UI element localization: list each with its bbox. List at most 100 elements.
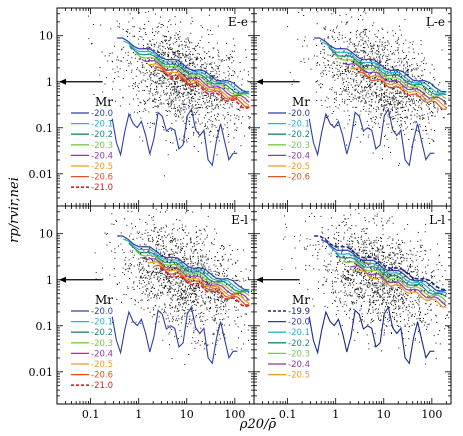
scatter-point <box>392 30 394 32</box>
scatter-point <box>168 277 170 279</box>
scatter-point <box>336 231 338 233</box>
scatter-point <box>218 300 219 301</box>
scatter-point <box>91 43 93 45</box>
scatter-point <box>198 287 200 289</box>
scatter-point <box>384 145 386 147</box>
scatter-point <box>195 90 197 92</box>
scatter-point <box>194 250 196 252</box>
scatter-point <box>152 28 153 30</box>
scatter-point <box>147 43 149 45</box>
scatter-point <box>185 267 186 269</box>
scatter-point <box>225 102 227 104</box>
scatter-point <box>176 80 178 82</box>
scatter-point <box>159 45 161 47</box>
scatter-point <box>324 58 326 59</box>
scatter-point <box>131 48 133 50</box>
scatter-point <box>199 107 201 109</box>
scatter-point <box>199 344 201 346</box>
scatter-point <box>190 292 192 294</box>
scatter-point <box>191 70 193 71</box>
scatter-point <box>157 232 159 233</box>
scatter-point <box>355 73 357 75</box>
scatter-point <box>204 126 206 127</box>
scatter-point <box>419 118 421 120</box>
scatter-point <box>407 68 409 70</box>
scatter-point <box>422 74 424 76</box>
scatter-point <box>165 284 167 286</box>
scatter-point <box>403 299 405 301</box>
scatter-point <box>198 340 200 342</box>
scatter-point <box>200 233 202 235</box>
scatter-point <box>420 244 422 246</box>
scatter-point <box>182 278 183 280</box>
scatter-point <box>215 118 216 120</box>
scatter-point <box>136 112 138 114</box>
scatter-point <box>237 249 239 250</box>
scatter-point <box>344 90 346 92</box>
scatter-point <box>144 293 146 295</box>
scatter-point <box>347 66 349 68</box>
scatter-point <box>405 80 407 82</box>
scatter-point <box>156 42 158 44</box>
scatter-point <box>245 49 247 51</box>
scatter-point <box>189 255 191 257</box>
scatter-point <box>201 59 203 61</box>
scatter-point <box>395 265 397 267</box>
scatter-point <box>437 90 439 92</box>
scatter-point <box>361 297 363 298</box>
scatter-point <box>341 221 343 223</box>
scatter-point <box>393 97 395 99</box>
scatter-point <box>395 242 397 244</box>
scatter-point <box>167 278 169 280</box>
scatter-point <box>174 62 176 64</box>
scatter-point <box>192 252 194 254</box>
scatter-point <box>164 72 165 74</box>
scatter-point <box>132 35 134 37</box>
scatter-point <box>418 330 419 332</box>
scatter-point <box>125 257 127 259</box>
scatter-point <box>146 272 148 274</box>
scatter-point <box>155 99 157 101</box>
scatter-point <box>183 88 185 90</box>
scatter-point <box>208 51 210 52</box>
scatter-point <box>353 64 355 66</box>
scatter-point <box>148 271 150 273</box>
scatter-point <box>321 43 323 45</box>
scatter-point <box>167 131 169 132</box>
scatter-point <box>172 317 174 319</box>
scatter-point <box>171 107 173 109</box>
scatter-point <box>175 77 177 79</box>
scatter-point <box>370 45 372 47</box>
scatter-point <box>154 101 156 103</box>
scatter-point <box>193 280 195 282</box>
scatter-point <box>410 70 412 72</box>
scatter-point <box>204 343 206 345</box>
scatter-point <box>149 252 151 254</box>
scatter-point <box>402 130 404 132</box>
scatter-point <box>341 65 343 67</box>
scatter-point <box>200 259 202 261</box>
series-line <box>111 305 238 365</box>
scatter-point <box>407 74 409 76</box>
scatter-point <box>147 271 149 272</box>
scatter-point <box>383 97 385 98</box>
scatter-point <box>248 292 250 294</box>
scatter-point <box>185 54 187 56</box>
scatter-point <box>122 29 124 30</box>
scatter-point <box>109 53 111 54</box>
scatter-point <box>365 42 367 44</box>
scatter-point <box>154 287 155 289</box>
scatter-point <box>195 285 197 287</box>
scatter-point <box>160 77 161 79</box>
scatter-point <box>175 245 177 247</box>
scatter-point <box>245 279 247 281</box>
scatter-point <box>169 331 171 333</box>
scatter-point <box>184 53 186 55</box>
scatter-point <box>232 102 234 104</box>
scatter-point <box>198 120 199 122</box>
scatter-point <box>334 102 335 104</box>
scatter-point <box>216 115 218 117</box>
scatter-point <box>151 273 153 274</box>
scatter-point <box>106 244 108 246</box>
scatter-point <box>195 270 197 272</box>
